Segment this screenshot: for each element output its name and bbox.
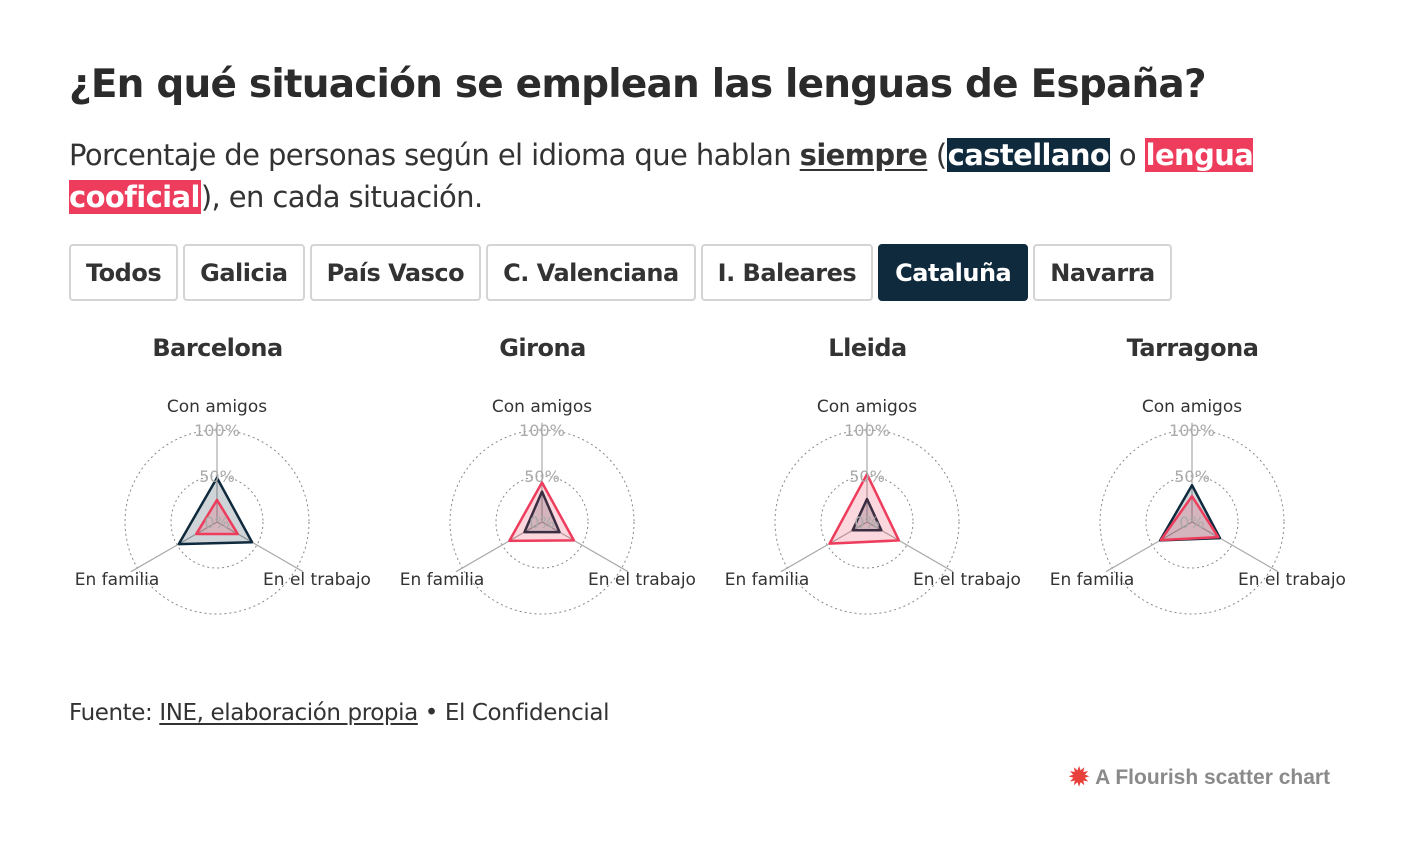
subtitle-text: Porcentaje de personas según el idioma q…	[69, 138, 800, 172]
panel-title: Lleida	[828, 334, 907, 362]
axis-label: En el trabajo	[1238, 570, 1346, 590]
radar-svg: 0% 50% 100% Con amigos En el trabajo En famil…	[75, 397, 371, 615]
radial-tick-label: 0%	[529, 513, 554, 532]
subtitle-end: ), en cada situación.	[200, 180, 483, 214]
axis-spoke	[130, 521, 218, 573]
series-castellano[interactable]	[523, 490, 561, 534]
tab-navarra[interactable]: Navarra	[1033, 244, 1172, 301]
grid-ring	[449, 429, 635, 615]
radial-tick-label: 50%	[1174, 467, 1210, 486]
flourish-credit-label: A Flourish scatter chart	[1095, 766, 1331, 789]
axis-label: En familia	[400, 570, 484, 590]
grid-ring	[774, 429, 960, 615]
grid-ring	[1099, 429, 1285, 615]
source-note: Fuente: INE, elaboración propia • El Con…	[69, 700, 609, 726]
axis-label: En el trabajo	[263, 570, 371, 590]
tab-cataluña[interactable]: Cataluña	[878, 244, 1029, 301]
radial-tick-label: 100%	[844, 421, 890, 440]
radar-svg: 0% 50% 100% Con amigos En el trabajo En famil…	[1050, 397, 1346, 615]
radial-tick-label: 0%	[854, 513, 879, 532]
radar-panel-lleida: Lleida 0% 50% 100% Con amigos En el trabajo En…	[705, 320, 1030, 640]
source-prefix: Fuente:	[69, 700, 160, 726]
axis-label: Con amigos	[1142, 397, 1242, 417]
axis-label: En familia	[725, 570, 809, 590]
tab-i-baleares[interactable]: I. Baleares	[700, 244, 874, 301]
axis-label: Con amigos	[167, 397, 267, 417]
radial-tick-label: 100%	[519, 421, 565, 440]
series-castellano[interactable]	[851, 497, 883, 532]
axis-label: En familia	[75, 570, 159, 590]
radar-charts: Barcelona 0% 50% 100% Con amigos En el trabaj…	[0, 320, 1420, 650]
series-cooficial[interactable]	[1159, 494, 1220, 542]
subtitle: Porcentaje de personas según el idioma q…	[69, 134, 1319, 218]
axis-label: Con amigos	[492, 397, 592, 417]
panel-title: Barcelona	[152, 334, 283, 362]
subtitle-paren-open: (	[927, 138, 947, 172]
axis-spoke	[1105, 521, 1193, 573]
tab-país-vasco[interactable]: País Vasco	[309, 244, 482, 301]
axis-spoke	[1191, 521, 1279, 573]
axis-spoke	[216, 521, 304, 573]
radar-svg: 0% 50% 100% Con amigos En el trabajo En famil…	[725, 397, 1021, 615]
tab-c-valenciana[interactable]: C. Valenciana	[486, 244, 696, 301]
radar-svg: 0% 50% 100% Con amigos En el trabajo En famil…	[400, 397, 696, 615]
radar-panel-tarragona: Tarragona 0% 50% 100% Con amigos En el trabaj…	[1030, 320, 1355, 640]
axis-label: En el trabajo	[913, 570, 1021, 590]
series-cooficial[interactable]	[195, 498, 239, 536]
flourish-logo-icon: ✹	[1069, 764, 1090, 791]
tab-galicia[interactable]: Galicia	[183, 244, 305, 301]
region-tabs: Todos Galicia País Vasco C. Valenciana I. Ba…	[69, 244, 1172, 301]
axis-label: En familia	[1050, 570, 1134, 590]
radial-tick-label: 50%	[524, 467, 560, 486]
tab-todos[interactable]: Todos	[69, 244, 179, 301]
source-suffix: • El Confidencial	[417, 700, 610, 726]
panel-title: Tarragona	[1126, 334, 1259, 362]
flourish-credit[interactable]: ✹ A Flourish scatter chart	[1069, 766, 1330, 790]
axis-label: En el trabajo	[588, 570, 696, 590]
page-title: ¿En qué situación se emplean las lenguas…	[69, 62, 1207, 107]
radar-panel-girona: Girona 0% 50% 100% Con amigos En el trabajo En…	[380, 320, 705, 640]
radial-tick-label: 50%	[199, 467, 235, 486]
radial-tick-label: 100%	[1169, 421, 1215, 440]
axis-label: Con amigos	[817, 397, 917, 417]
radar-panel-barcelona: Barcelona 0% 50% 100% Con amigos En el trabaj…	[55, 320, 380, 640]
series-cooficial[interactable]	[508, 481, 576, 543]
subtitle-emphasis: siempre	[799, 138, 928, 172]
radial-tick-label: 0%	[204, 513, 229, 532]
series-cooficial[interactable]	[828, 472, 901, 545]
legend-castellano: castellano	[946, 138, 1111, 172]
radial-tick-label: 100%	[194, 421, 240, 440]
panel-title: Girona	[499, 334, 586, 362]
axis-spoke	[541, 521, 629, 573]
source-link[interactable]: INE, elaboración propia	[159, 700, 418, 726]
radial-tick-label: 50%	[849, 467, 885, 486]
radial-tick-label: 0%	[1179, 513, 1204, 532]
grid-ring	[124, 429, 310, 615]
axis-spoke	[455, 521, 543, 573]
subtitle-or: o	[1110, 138, 1145, 172]
